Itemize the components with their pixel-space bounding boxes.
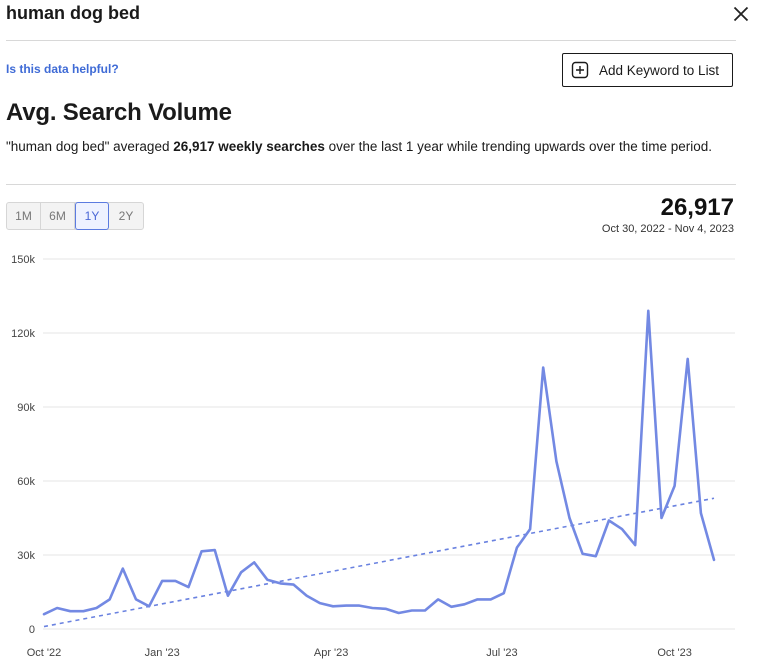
range-tab-6m[interactable]: 6M — [41, 203, 75, 229]
data-helpful-link[interactable]: Is this data helpful? — [6, 62, 119, 76]
x-tick-label: Oct '22 — [27, 647, 62, 659]
x-tick-label: Apr '23 — [314, 647, 349, 659]
add-keyword-label: Add Keyword to List — [599, 62, 720, 78]
average-value: 26,917 — [660, 194, 734, 221]
x-tick-label: Oct '23 — [657, 647, 692, 659]
date-range: Oct 30, 2022 - Nov 4, 2023 — [601, 223, 734, 235]
section-title: Avg. Search Volume — [6, 99, 232, 126]
keyword-title: human dog bed — [6, 3, 140, 23]
summary-prefix: "human dog bed" averaged — [6, 139, 174, 154]
range-tab-1y[interactable]: 1Y — [75, 202, 109, 230]
y-tick-label: 0 — [29, 624, 35, 636]
summary-divider — [6, 184, 736, 185]
summary-text: "human dog bed" averaged 26,917 weekly s… — [6, 137, 726, 156]
y-tick-label: 120k — [11, 328, 35, 340]
y-tick-label: 30k — [17, 550, 35, 562]
range-tab-1m[interactable]: 1M — [7, 203, 41, 229]
series-line — [42, 309, 716, 616]
y-tick-label: 60k — [17, 476, 35, 488]
plus-square-icon — [571, 61, 589, 79]
x-tick-label: Jan '23 — [145, 647, 180, 659]
summary-highlight: 26,917 weekly searches — [173, 139, 325, 154]
trend-line — [43, 497, 715, 628]
add-keyword-button[interactable]: Add Keyword to List — [562, 53, 733, 87]
range-tab-2y[interactable]: 2Y — [118, 209, 134, 223]
summary-suffix: over the last 1 year while trending upwa… — [324, 139, 713, 154]
search-volume-chart: 0 30k 60k 90k 120k 150k Oct '22 Jan '23 Apr '23 J… — [11, 254, 735, 659]
y-tick-label: 90k — [17, 402, 35, 414]
close-icon — [733, 6, 749, 22]
range-selector: 1M 6M 1Y 2Y — [6, 202, 144, 230]
header-divider — [6, 40, 736, 41]
y-tick-label: 150k — [11, 254, 35, 266]
x-tick-label: Jul '23 — [486, 647, 517, 659]
close-button[interactable] — [728, 1, 754, 27]
